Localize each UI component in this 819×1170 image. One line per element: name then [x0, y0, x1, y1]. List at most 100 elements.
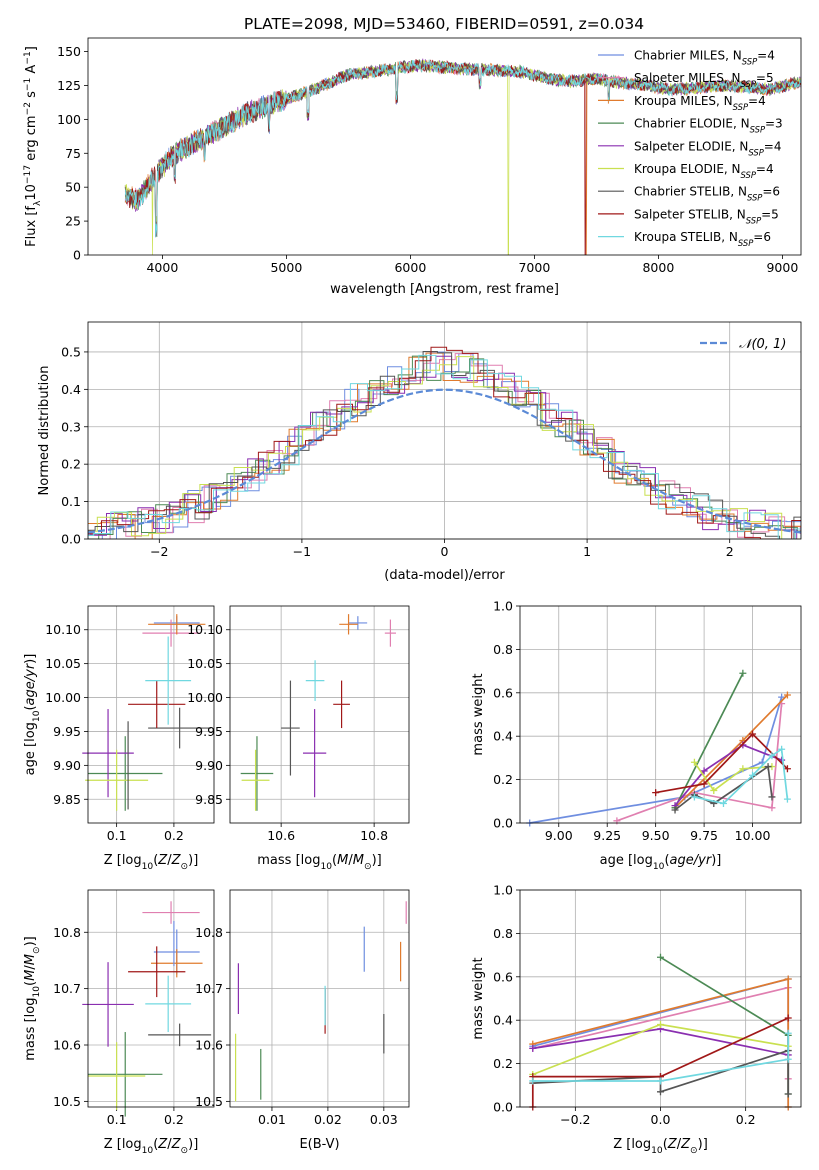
spectrum-ylabel: Flux [fλ10−17 erg cm−2 s−1 A−1] — [23, 46, 43, 247]
y-tick-label: 9.95 — [195, 724, 223, 739]
mass-weight-marker — [671, 806, 679, 814]
legend-label: Salpeter ELODIE, NSSP=4 — [634, 139, 782, 157]
y-tick-label: 150 — [57, 44, 81, 59]
y-tick-label: 9.90 — [195, 758, 223, 773]
y-tick-label: 0.0 — [493, 816, 513, 831]
mass-weight-marker — [700, 767, 708, 775]
mass-weight-marker — [529, 1077, 537, 1085]
mass-weight-marker — [783, 795, 791, 803]
y-tick-label: 9.85 — [53, 792, 81, 807]
hist-ylabel: Normed distribution — [37, 366, 52, 496]
mass-weight-marker — [657, 1021, 664, 1029]
age-z-frame — [87, 605, 215, 824]
mass-weight-marker — [749, 771, 757, 779]
y-tick-label: 1.0 — [493, 883, 513, 898]
x-tick-label: 0.01 — [258, 1112, 286, 1127]
legend-label: Kroupa ELODIE, NSSP=4 — [634, 162, 774, 180]
y-tick-label: 0.0 — [493, 1100, 513, 1115]
mass-weight-line — [655, 732, 789, 794]
x-tick-label: 0.2 — [164, 1112, 184, 1127]
x-tick-label: 1 — [583, 544, 591, 559]
mass-weight-marker — [783, 765, 791, 773]
y-tick-label: 9.90 — [53, 758, 81, 773]
spectrum-series — [124, 59, 801, 255]
x-tick-label: −0.2 — [560, 1112, 590, 1127]
mass-weight-marker — [768, 752, 776, 760]
y-tick-label: 0.2 — [493, 1056, 513, 1071]
mass-weight-line — [531, 1017, 789, 1107]
mass-weight-marker — [778, 745, 786, 753]
x-tick-label: 0.1 — [107, 828, 127, 843]
y-tick-label: 10.6 — [195, 1038, 223, 1053]
hist-bars — [88, 346, 801, 539]
y-tick-label: 10.10 — [187, 622, 223, 637]
x-tick-label: −1 — [293, 544, 311, 559]
mass-weight-line — [616, 703, 783, 822]
x-tick-label: 9.75 — [690, 828, 718, 843]
legend-label: Chabrier ELODIE, NSSP=3 — [634, 117, 783, 135]
mass-weight-line — [532, 1033, 790, 1082]
mass-weight-marker — [784, 1029, 792, 1037]
figure-title: PLATE=2098, MJD=53460, FIBERID=0591, z=0… — [244, 15, 644, 33]
hist-series — [88, 352, 801, 539]
y-tick-label: 0.6 — [493, 685, 513, 700]
y-tick-label: 10.10 — [45, 622, 81, 637]
y-tick-label: 10.5 — [195, 1094, 223, 1109]
y-tick-label: 10.00 — [45, 690, 81, 705]
age-z-xlabel: Z [log10(Z/Z⊙)] — [104, 853, 199, 872]
y-tick-label: 1.0 — [493, 599, 513, 614]
mass-ebv-points — [234, 901, 407, 1102]
age-mass-points — [240, 614, 396, 811]
x-tick-label: 0.2 — [736, 1112, 756, 1127]
mass-ebv-frame — [229, 889, 410, 1108]
mw-age-xlabel: age [log10(age/yr)] — [600, 853, 722, 872]
mass-weight-marker — [657, 953, 664, 961]
y-tick-label: 125 — [57, 78, 81, 93]
mass-weight-marker — [710, 786, 718, 794]
mass-weight-line — [674, 672, 744, 809]
age-z-ylabel: age [log10(age/yr)] — [23, 654, 42, 776]
hist-legend-label: 𝒩(0, 1) — [739, 337, 786, 352]
spectrum-series — [124, 59, 801, 238]
x-tick-label: 9000 — [766, 260, 798, 275]
y-tick-label: 0.8 — [493, 642, 513, 657]
y-tick-label: 10.5 — [53, 1094, 81, 1109]
x-tick-label: 0.1 — [107, 1112, 127, 1127]
mass-weight-marker — [529, 1044, 537, 1052]
mass-weight-marker — [768, 804, 776, 812]
hist-series — [88, 354, 801, 539]
hist-series — [88, 355, 801, 539]
hist-series — [88, 351, 801, 539]
y-tick-label: 0.3 — [61, 419, 81, 434]
x-tick-label: 0.0 — [651, 1112, 671, 1127]
spectrum-series — [124, 59, 801, 255]
legend-label: Kroupa MILES, NSSP=4 — [634, 94, 766, 112]
mass-z-points — [82, 901, 212, 1117]
mass-weight-marker — [784, 1055, 792, 1063]
mass-weight-marker — [690, 758, 698, 766]
y-tick-label: 50 — [65, 180, 81, 195]
x-tick-label: 9.50 — [642, 828, 670, 843]
y-tick-label: 10.8 — [195, 925, 223, 940]
x-tick-label: 2 — [726, 544, 734, 559]
x-tick-label: 10.8 — [360, 828, 388, 843]
mass-weight-marker — [749, 730, 757, 738]
hist-series — [88, 351, 801, 539]
y-tick-label: 9.95 — [53, 724, 81, 739]
mass-weight-marker — [652, 789, 660, 797]
y-tick-label: 10.8 — [53, 925, 81, 940]
y-tick-label: 10.7 — [53, 981, 81, 996]
mass-weight-line — [694, 747, 789, 805]
mw-age-axes: 9.00 9.25 9.50 9.75 10.00 0.0 0.2 0.4 0.6 0.8 1.0 — [493, 599, 801, 843]
mw-age-frame — [519, 605, 802, 824]
mass-weight-marker — [739, 669, 747, 677]
age-mass-frame — [229, 605, 410, 824]
age-z-axes: 0.1 0.2 9.85 9.90 9.95 10.00 10.05 10.10 — [45, 606, 214, 843]
mass-weight-marker — [784, 975, 792, 983]
mw-age-lines — [526, 669, 791, 827]
mass-weight-marker — [784, 1014, 792, 1022]
x-tick-label: 0.02 — [314, 1112, 342, 1127]
y-tick-label: 0.5 — [61, 344, 81, 359]
y-tick-label: 0 — [73, 248, 81, 263]
